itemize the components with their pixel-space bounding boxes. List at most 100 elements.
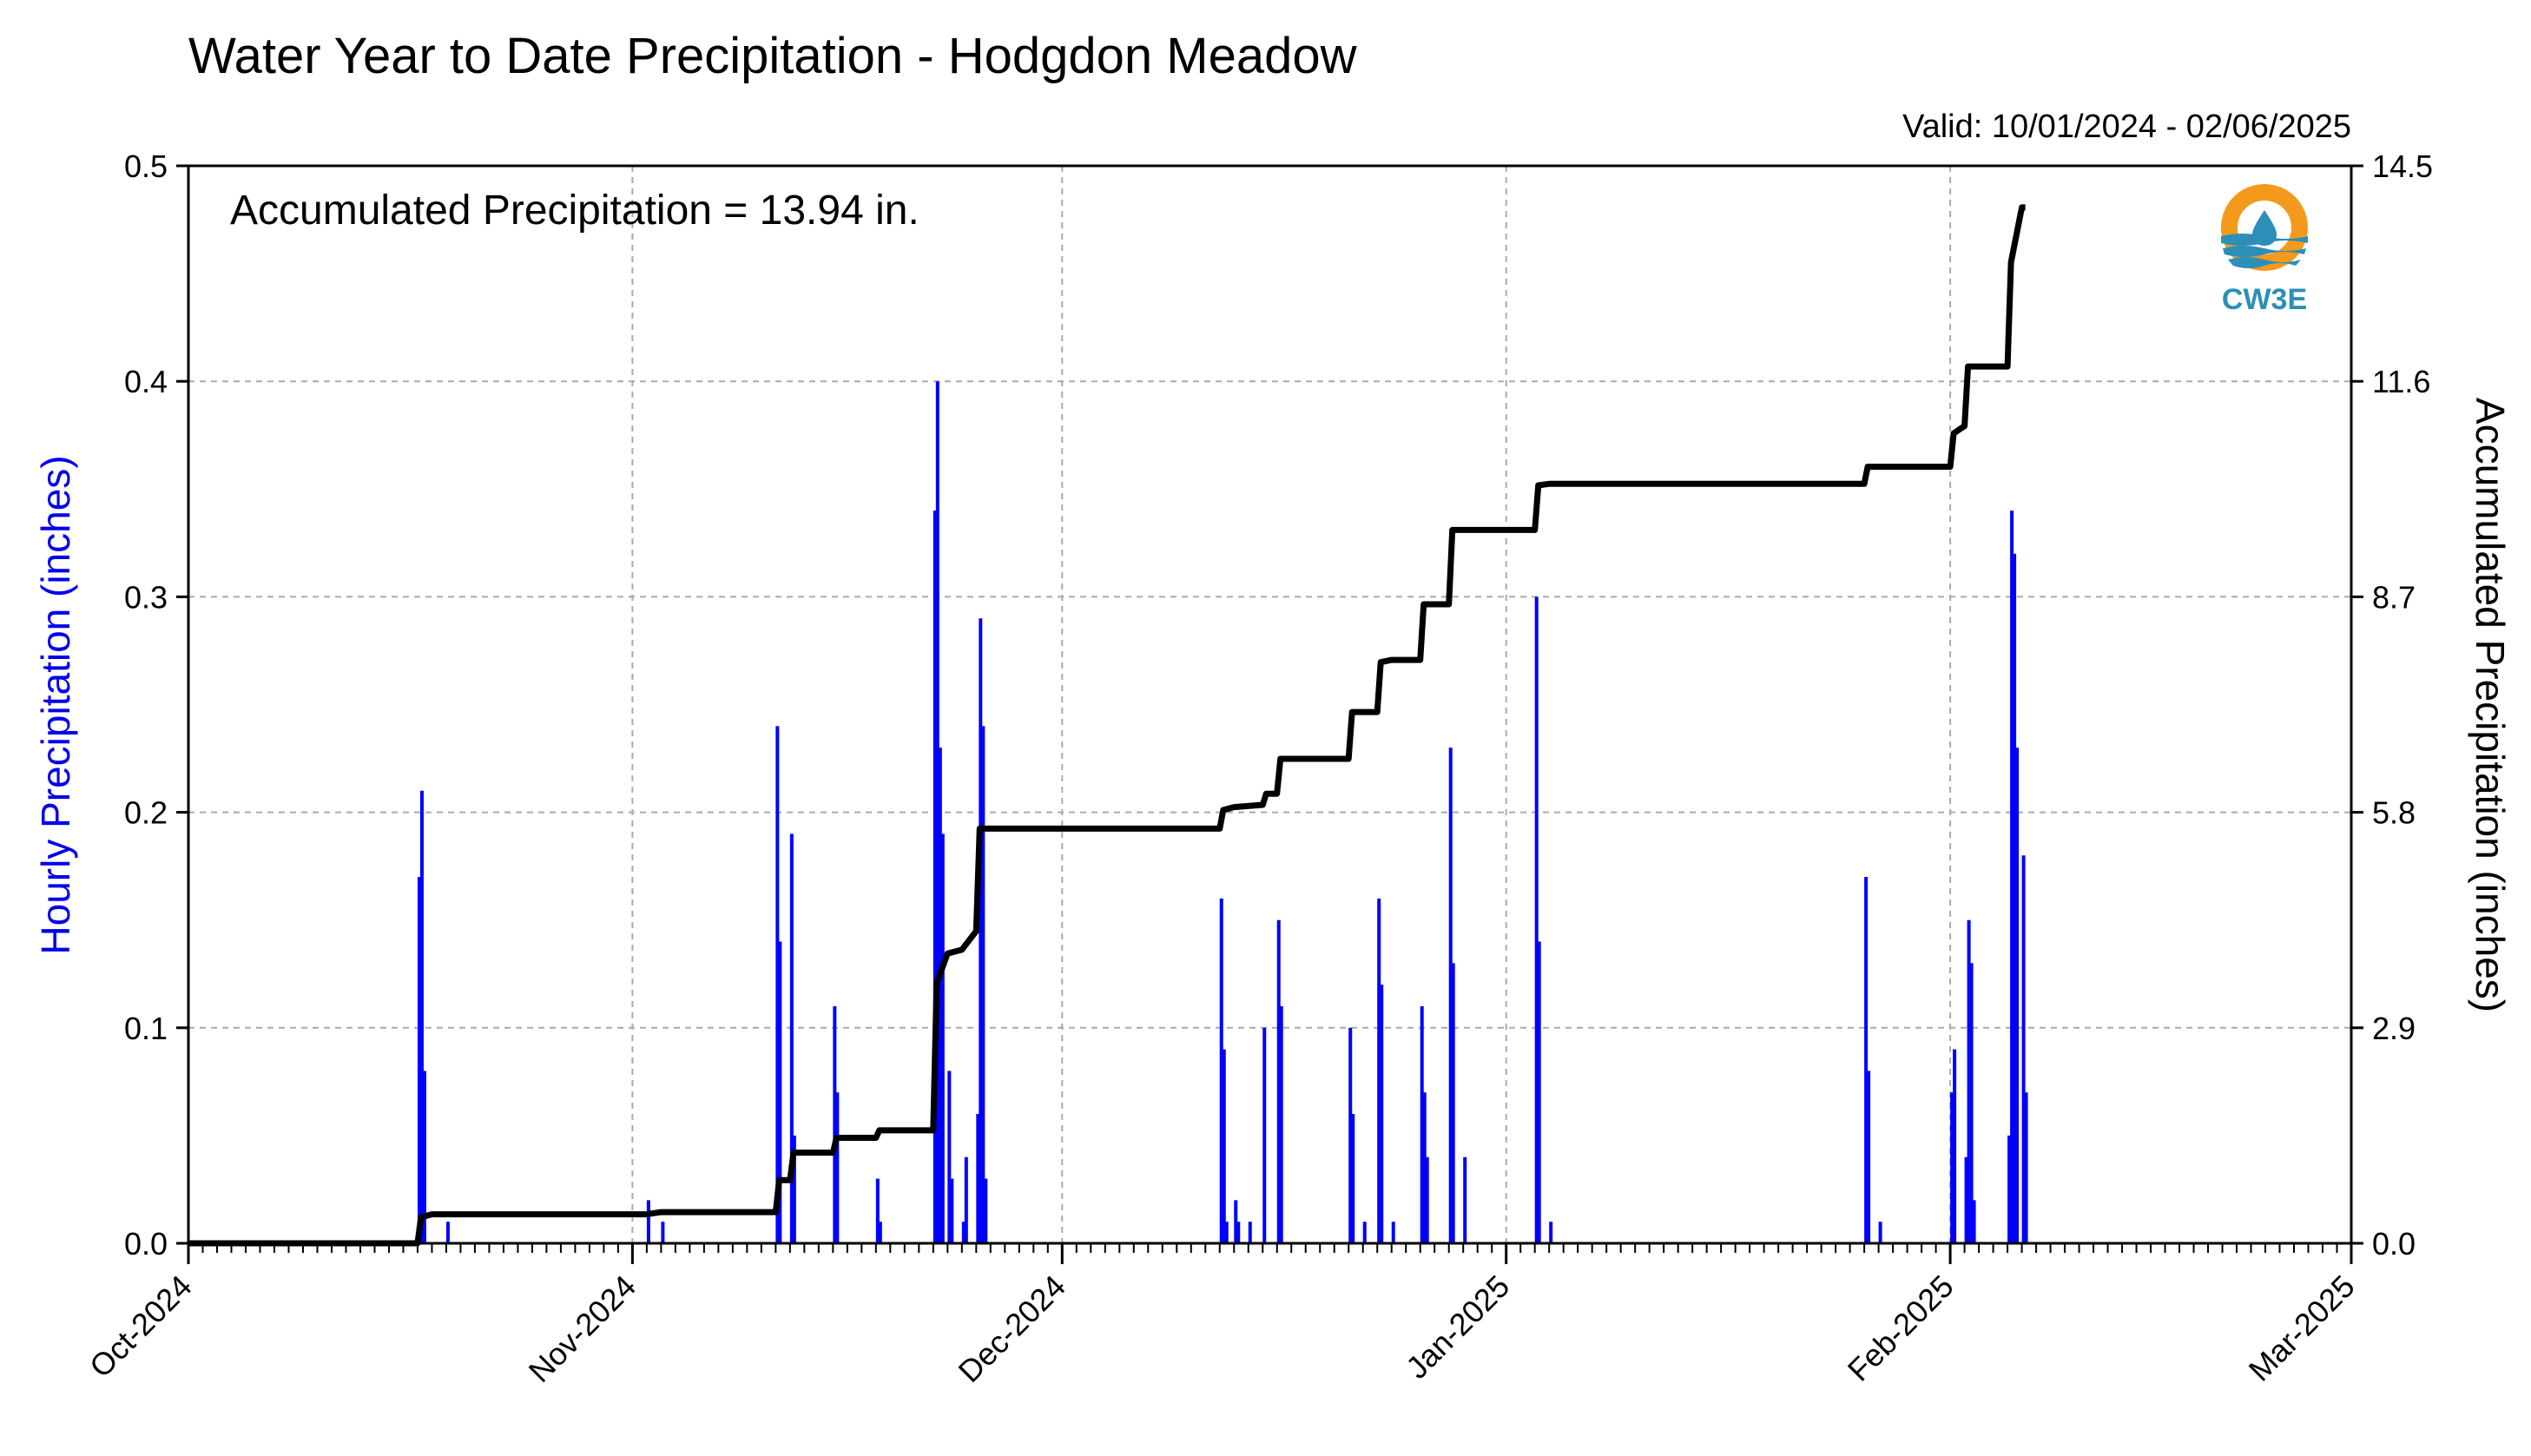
- hourly-bar: [419, 790, 424, 1243]
- right-tick-label: 8.7: [2372, 579, 2416, 615]
- hourly-bar: [979, 618, 983, 1243]
- hourly-bar: [935, 381, 939, 1243]
- hourly-bar: [1534, 596, 1539, 1243]
- hourly-bar: [1362, 1222, 1367, 1243]
- hourly-bar: [1234, 1200, 1238, 1243]
- grid-lines: [188, 166, 2351, 1243]
- right-axis: 0.0 2.9 5.8 8.7 11.6 14.5: [2351, 148, 2433, 1262]
- x-tick-label: Jan-2025: [1399, 1268, 1516, 1386]
- hourly-bar: [2007, 1135, 2012, 1243]
- hourly-bar: [1448, 748, 1453, 1243]
- hourly-bar: [835, 1092, 840, 1243]
- hourly-bar: [1549, 1222, 1553, 1243]
- hourly-bar: [1950, 1092, 1954, 1243]
- hourly-bar: [1377, 898, 1381, 1243]
- hourly-bar: [940, 833, 945, 1243]
- x-tick-label: Nov-2024: [522, 1268, 643, 1389]
- accumulation-annotation: Accumulated Precipitation = 13.94 in.: [230, 188, 919, 234]
- left-tick-label: 0.2: [124, 795, 168, 831]
- hourly-bar: [1279, 1005, 1283, 1243]
- hourly-bar: [1864, 877, 1869, 1243]
- hourly-bar: [961, 1222, 966, 1243]
- right-tick-label: 2.9: [2372, 1011, 2416, 1046]
- hourly-bar: [1972, 1200, 1976, 1243]
- hourly-bar: [2024, 1092, 2028, 1243]
- hourly-bar: [1391, 1222, 1395, 1243]
- right-tick-label: 14.5: [2372, 148, 2433, 184]
- hourly-bar: [445, 1222, 450, 1243]
- hourly-bar: [1222, 1049, 1226, 1243]
- left-tick-label: 0.3: [124, 579, 168, 615]
- hourly-bar: [1967, 919, 1971, 1243]
- hourly-bar: [1451, 963, 1455, 1243]
- hourly-bar: [1276, 919, 1281, 1243]
- hourly-bar: [1219, 898, 1223, 1243]
- hourly-bar: [984, 1178, 988, 1243]
- hourly-bar: [878, 1222, 882, 1243]
- hourly-bar: [792, 1135, 796, 1243]
- hourly-bar: [1380, 985, 1384, 1243]
- x-tick-label: Oct-2024: [82, 1268, 199, 1385]
- hourly-bar: [1420, 1005, 1424, 1243]
- logo-waves-icon: [2221, 234, 2308, 268]
- hourly-bar: [938, 748, 942, 1243]
- hourly-bar: [1348, 1027, 1353, 1243]
- x-tick-label: Feb-2025: [1841, 1268, 1961, 1388]
- hourly-bar: [1224, 1222, 1229, 1243]
- hourly-bar: [2010, 511, 2014, 1243]
- hourly-bar: [1236, 1222, 1241, 1243]
- chart-title: Water Year to Date Precipitation - Hodgd…: [188, 28, 1358, 84]
- right-tick-label: 0.0: [2372, 1226, 2416, 1262]
- plot-frame: [187, 164, 2353, 1245]
- hourly-bar: [1964, 1156, 1968, 1243]
- hourly-bar: [661, 1222, 665, 1243]
- hourly-bar: [981, 726, 985, 1243]
- hourly-bar: [417, 877, 421, 1243]
- hourly-bar: [1422, 1092, 1427, 1243]
- hourly-bar: [1867, 1071, 1871, 1243]
- x-tick-label: Dec-2024: [952, 1268, 1072, 1389]
- x-tick-label: Mar-2025: [2242, 1268, 2362, 1388]
- y-axis-label-right: Accumulated Precipitation (inches): [2468, 398, 2513, 1012]
- right-tick-label: 5.8: [2372, 795, 2416, 831]
- hourly-bar: [1878, 1222, 1882, 1243]
- hourly-bar: [964, 1156, 968, 1243]
- hourly-bar: [950, 1178, 954, 1243]
- hourly-bar: [778, 941, 782, 1243]
- left-tick-label: 0.4: [124, 364, 168, 399]
- hourly-bars: [417, 381, 2028, 1243]
- left-tick-label: 0.5: [124, 148, 168, 184]
- hourly-bar: [422, 1071, 426, 1243]
- hourly-bar: [875, 1178, 880, 1243]
- hourly-bar: [947, 1071, 952, 1243]
- hourly-bar: [1425, 1156, 1429, 1243]
- hourly-bar: [775, 726, 780, 1243]
- hourly-bar: [2013, 553, 2017, 1243]
- hourly-bar: [2021, 855, 2026, 1243]
- y-axis-label-left: Hourly Precipitation (inches): [33, 455, 78, 954]
- cw3e-logo: CW3E: [2221, 184, 2308, 316]
- left-tick-label: 0.1: [124, 1011, 168, 1046]
- chart-subtitle: Valid: 10/01/2024 - 02/06/2025: [1902, 109, 2351, 145]
- hourly-bar: [2015, 748, 2020, 1243]
- hourly-bar: [1953, 1049, 1957, 1243]
- hourly-bar: [933, 511, 937, 1243]
- right-tick-label: 11.6: [2372, 364, 2430, 399]
- left-axis: 0.0 0.1 0.2 0.3 0.4 0.5: [124, 148, 188, 1262]
- accumulated-line-group: [188, 204, 2026, 1247]
- hourly-bar: [976, 1114, 980, 1243]
- hourly-bar: [833, 1005, 837, 1243]
- accumulated-line: [188, 204, 2026, 1247]
- hourly-bar: [1351, 1114, 1355, 1243]
- hourly-bar: [646, 1200, 650, 1243]
- hourly-bar: [789, 833, 794, 1243]
- hourly-bar: [1248, 1222, 1252, 1243]
- logo-text: CW3E: [2222, 283, 2307, 316]
- left-tick-label: 0.0: [124, 1226, 168, 1262]
- hourly-bar: [1537, 941, 1541, 1243]
- x-axis: Oct-2024 Nov-2024 Dec-2024 Jan-2025 Feb-2025…: [82, 1243, 2362, 1389]
- hourly-bar: [1463, 1156, 1467, 1243]
- hourly-bar: [1262, 1027, 1267, 1243]
- hourly-bar: [1969, 963, 1974, 1243]
